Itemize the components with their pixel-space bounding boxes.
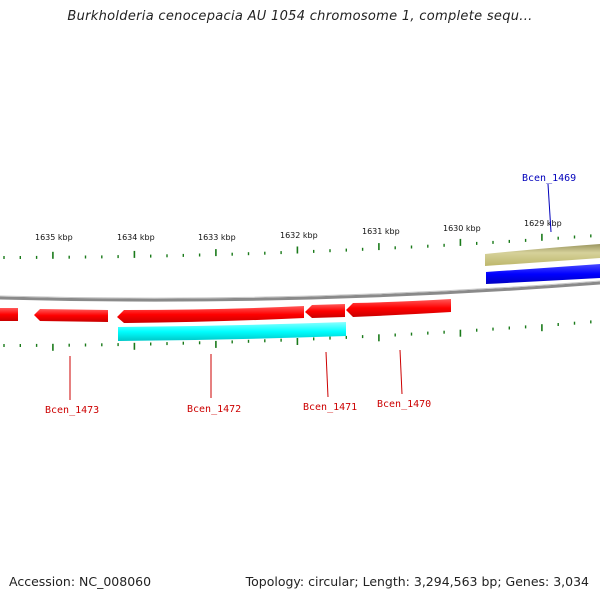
scale-labels: 1635 kbp 1634 kbp 1633 kbp 1632 kbp 1631… — [35, 219, 562, 242]
genome-backbone-highlight — [0, 280, 600, 299]
scale-label-1635: 1635 kbp — [35, 233, 73, 242]
scale-label-1631: 1631 kbp — [362, 227, 400, 236]
gene-bcen-1469[interactable] — [486, 264, 600, 284]
scale-label-1629: 1629 kbp — [524, 219, 562, 228]
topology-summary: Topology: circular; Length: 3,294,563 bp… — [245, 574, 589, 589]
gene-feature-khaki[interactable] — [485, 244, 600, 266]
inner-tick-ring — [3, 320, 592, 351]
gene-feature-cyan[interactable] — [118, 322, 346, 341]
gene-bcen-1472[interactable] — [117, 306, 304, 323]
gene-bcen-1473[interactable] — [34, 309, 108, 322]
leader-bcen-1470 — [399, 349, 403, 395]
gene-labels: Bcen_1473 Bcen_1472 Bcen_1471 Bcen_1470 … — [45, 173, 576, 416]
scale-label-1633: 1633 kbp — [198, 233, 236, 242]
gene-bcen-1471[interactable] — [305, 304, 345, 318]
genome-backbone — [0, 281, 600, 302]
gene-bcen-1474[interactable] — [0, 308, 18, 321]
leader-bcen-1469 — [547, 183, 552, 233]
gene-bcen-1470[interactable] — [346, 299, 451, 317]
scale-label-1630: 1630 kbp — [443, 224, 481, 233]
gene-label-bcen-1470[interactable]: Bcen_1470 — [377, 399, 431, 410]
leader-bcen-1471 — [325, 351, 329, 398]
label-leader-lines — [69, 183, 552, 400]
gene-label-bcen-1471[interactable]: Bcen_1471 — [303, 402, 357, 413]
gene-label-bcen-1469[interactable]: Bcen_1469 — [522, 173, 576, 184]
gene-label-bcen-1472[interactable]: Bcen_1472 — [187, 404, 241, 415]
accession-text: Accession: NC_008060 — [9, 574, 152, 589]
gene-label-bcen-1473[interactable]: Bcen_1473 — [45, 405, 99, 416]
map-title: Burkholderia cenocepacia AU 1054 chromos… — [67, 9, 533, 24]
scale-label-1634: 1634 kbp — [117, 233, 155, 242]
scale-label-1632: 1632 kbp — [280, 231, 318, 240]
outer-tick-ring — [3, 233, 592, 259]
